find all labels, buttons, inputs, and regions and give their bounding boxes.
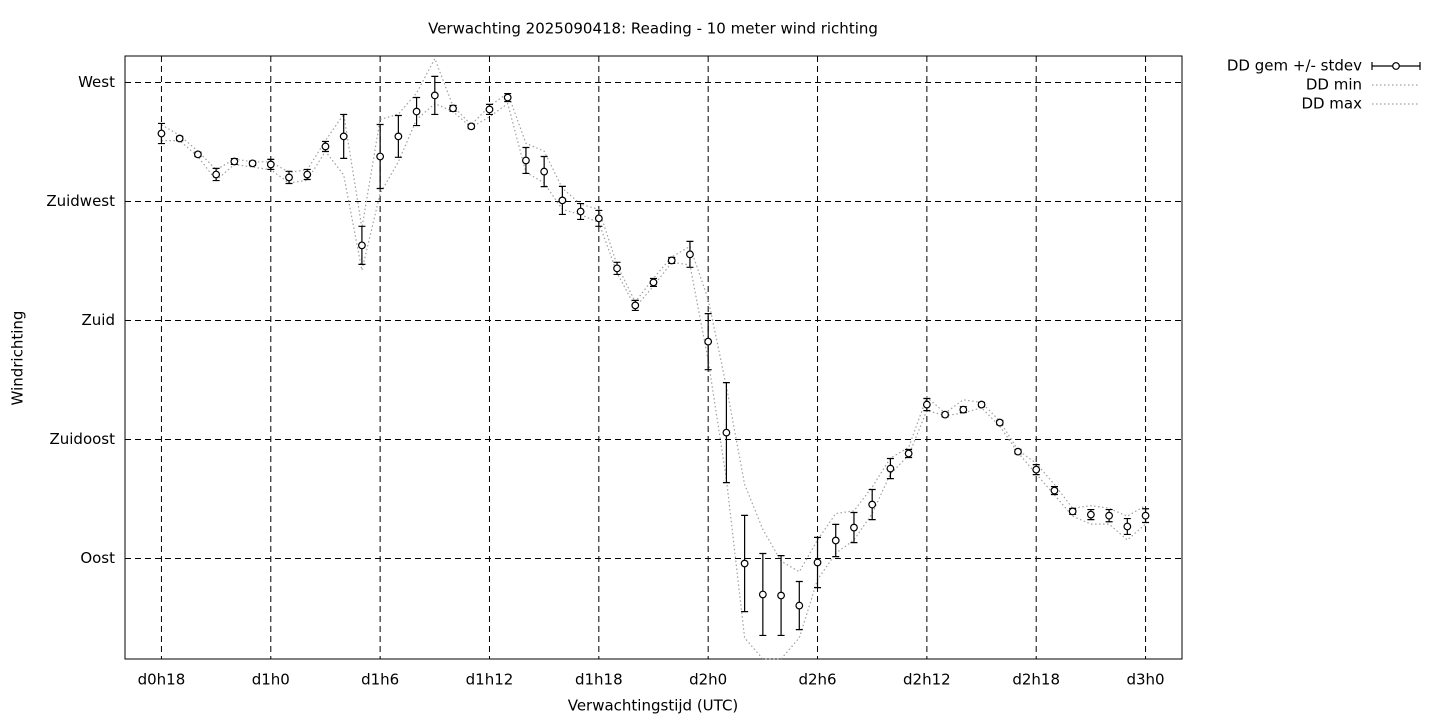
data-point	[485, 105, 494, 114]
data-point	[704, 337, 713, 346]
x-tick-label: d2h18	[1012, 671, 1060, 689]
data-point	[1050, 486, 1059, 495]
y-tick-label: Zuid	[82, 311, 115, 329]
data-point	[1141, 511, 1150, 520]
data-point	[740, 559, 749, 568]
data-point	[686, 250, 694, 259]
data-point	[285, 173, 293, 182]
data-point	[467, 122, 476, 131]
x-tick-label: d3h0	[1126, 671, 1164, 689]
legend-swatch	[1392, 62, 1400, 70]
series-line	[161, 102, 1146, 660]
x-tick-label: d2h0	[689, 671, 727, 689]
y-tick-label: Zuidoost	[49, 430, 115, 448]
data-point	[266, 160, 275, 169]
data-point	[558, 196, 567, 205]
data-point	[321, 142, 330, 151]
data-point	[831, 536, 840, 545]
data-point	[594, 214, 603, 223]
data-point	[922, 400, 931, 409]
data-point	[503, 93, 512, 102]
x-tick-label: d2h6	[798, 671, 836, 689]
data-point	[1014, 447, 1022, 456]
data-point	[850, 523, 858, 532]
x-tick-label: d1h18	[575, 671, 623, 689]
data-point	[904, 449, 913, 458]
data-point	[813, 558, 822, 567]
data-point	[576, 207, 585, 216]
data-point	[522, 156, 530, 165]
data-point	[667, 256, 676, 265]
x-tick-label: d2h12	[903, 671, 951, 689]
series-line	[161, 57, 1146, 573]
data-point	[193, 150, 202, 159]
chart-title: Verwachting 2025090418: Reading - 10 met…	[428, 20, 878, 38]
data-point	[1123, 522, 1132, 531]
data-point	[941, 410, 949, 419]
data-point	[995, 418, 1004, 427]
data-point	[959, 405, 968, 414]
data-point	[449, 104, 457, 113]
data-point	[631, 301, 640, 310]
data-point	[339, 132, 348, 141]
data-point	[613, 264, 621, 273]
data-point	[1032, 465, 1041, 474]
data-point	[412, 107, 421, 116]
plot-border	[124, 55, 1183, 660]
y-tick-label: Oost	[80, 549, 115, 567]
data-point	[303, 170, 312, 179]
x-tick-label: d1h6	[361, 671, 399, 689]
data-point	[1086, 510, 1095, 519]
data-point	[358, 241, 366, 250]
x-tick-label: d0h18	[138, 671, 186, 689]
data-point	[248, 159, 257, 168]
data-point	[777, 591, 785, 600]
x-axis-label: Verwachtingstijd (UTC)	[568, 697, 739, 715]
data-point	[868, 500, 877, 509]
data-point	[722, 428, 731, 437]
data-point	[795, 601, 804, 610]
data-point	[157, 129, 166, 138]
data-point	[230, 157, 239, 166]
legend-label: DD max	[1301, 95, 1362, 113]
data-point	[430, 91, 439, 100]
x-tick-label: d1h12	[466, 671, 514, 689]
data-point	[212, 170, 221, 179]
legend-label: DD min	[1306, 76, 1362, 94]
data-point	[175, 134, 184, 143]
data-point	[649, 278, 658, 287]
data-point	[376, 152, 385, 161]
y-tick-label: West	[78, 73, 115, 91]
data-point	[540, 167, 549, 176]
data-point	[1105, 511, 1114, 520]
data-point	[886, 464, 895, 473]
x-tick-label: d1h0	[252, 671, 290, 689]
data-point	[977, 400, 986, 409]
legend-label: DD gem +/- stdev	[1227, 57, 1362, 75]
y-axis-label: Windrichting	[9, 311, 27, 406]
data-point	[394, 132, 403, 141]
data-point	[758, 590, 767, 599]
data-point	[1068, 507, 1077, 516]
y-tick-label: Zuidwest	[46, 192, 115, 210]
